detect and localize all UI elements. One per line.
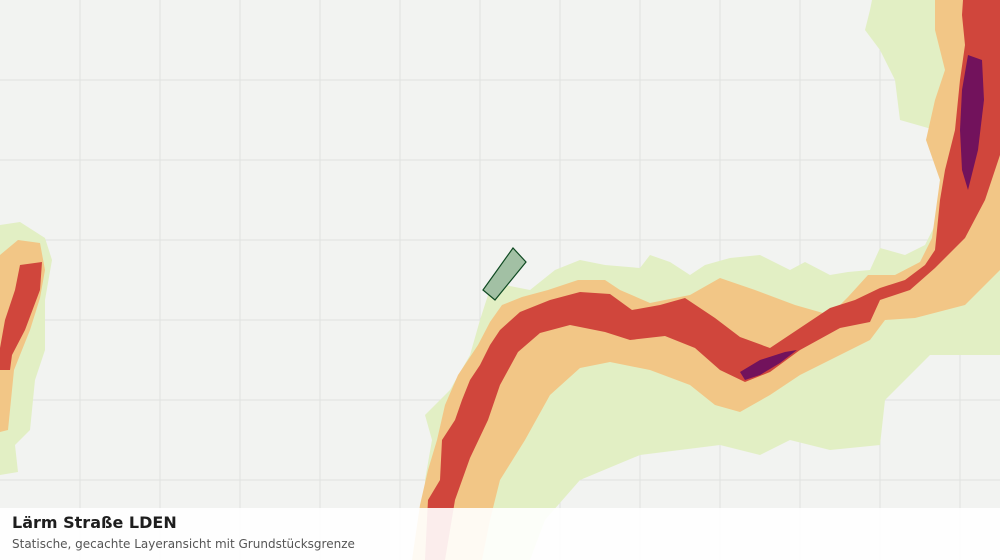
noise-band-very-high [740,55,984,380]
layer-caption: Lärm Straße LDEN Statische, gecachte Lay… [0,508,1000,560]
layer-subtitle: Statische, gecachte Layeransicht mit Gru… [12,537,355,551]
layer-title: Lärm Straße LDEN [12,513,177,532]
parcel-boundary[interactable] [482,247,527,301]
